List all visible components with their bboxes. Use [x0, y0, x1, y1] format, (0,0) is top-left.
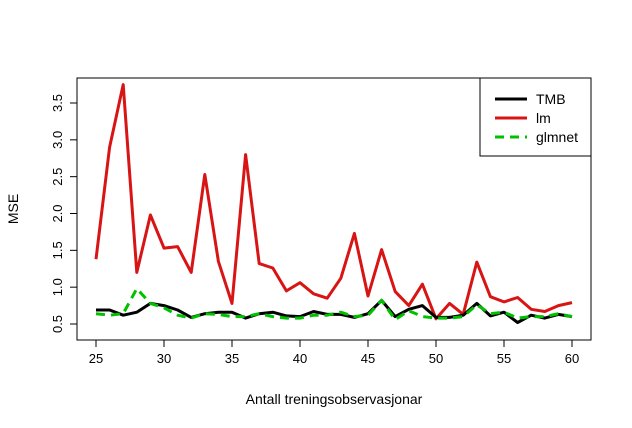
x-tick-label: 35 — [225, 351, 239, 366]
series-layer — [94, 83, 573, 324]
series-line-glmnet — [95, 287, 573, 322]
y-tick-label: 2.0 — [50, 204, 65, 222]
x-tick-label: 40 — [293, 351, 307, 366]
x-tick-label: 30 — [157, 351, 171, 366]
x-tick-label: 50 — [429, 351, 443, 366]
legend-label: lm — [536, 110, 551, 126]
y-tick-label: 1.0 — [50, 278, 65, 296]
y-tick-label: 1.5 — [50, 241, 65, 259]
y-axis: 0.5 1.0 1.5 2.0 2.5 3.0 3.5 — [50, 94, 78, 333]
series-line-lm — [94, 83, 573, 321]
x-axis-label: Antall treningsobservasjonar — [246, 391, 423, 407]
x-tick-label: 25 — [89, 351, 103, 366]
y-tick-label: 3.5 — [50, 94, 65, 112]
legend-label: glmnet — [536, 129, 578, 145]
y-tick-label: 2.5 — [50, 168, 65, 186]
x-tick-label: 45 — [361, 351, 375, 366]
y-tick-label: 0.5 — [50, 315, 65, 333]
y-tick-label: 3.0 — [50, 131, 65, 149]
x-axis: 25 30 35 40 45 50 55 60 — [89, 339, 579, 366]
x-tick-label: 60 — [565, 351, 579, 366]
x-tick-label: 55 — [497, 351, 511, 366]
legend-label: TMB — [536, 91, 566, 107]
series-line-tmb — [96, 298, 573, 324]
y-axis-label: MSE — [5, 194, 21, 224]
legend: TMB lm glmnet — [479, 77, 592, 157]
